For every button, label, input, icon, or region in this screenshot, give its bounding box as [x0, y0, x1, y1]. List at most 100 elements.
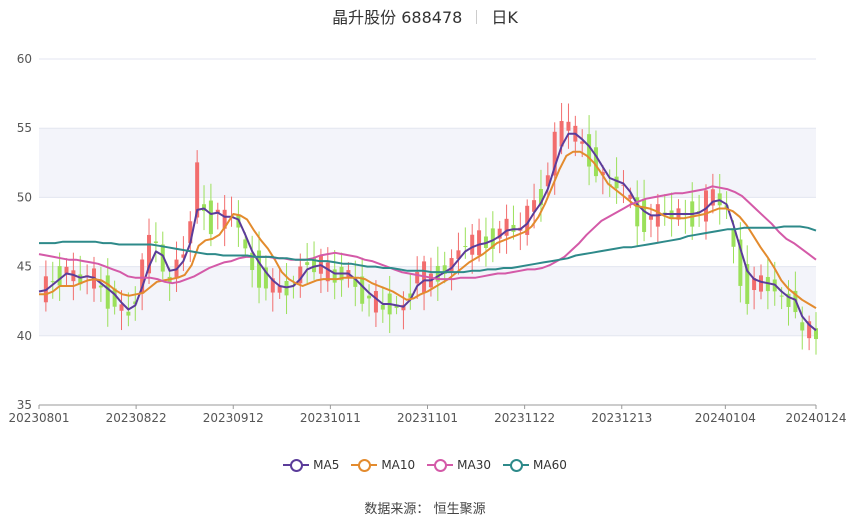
candle-body — [380, 304, 385, 310]
candle-body — [710, 189, 715, 206]
legend-item-ma10[interactable]: MA10 — [351, 458, 415, 472]
x-tick-label: 20230912 — [203, 411, 264, 425]
x-tick-label: 20231213 — [591, 411, 652, 425]
y-axis: 35 40 45 50 55 60 — [17, 52, 32, 412]
candle-body — [119, 304, 124, 311]
candle-body — [147, 234, 152, 274]
candle-body — [257, 250, 262, 288]
x-axis: 20230801 20230822 20230912 20231011 20231101… — [8, 404, 847, 425]
candle-body — [758, 275, 763, 292]
candle-body — [78, 274, 83, 285]
candle-body — [463, 246, 468, 248]
candle-body — [50, 281, 55, 283]
legend-label: MA30 — [457, 458, 492, 472]
candle-body — [250, 252, 255, 271]
candle-body — [731, 228, 736, 247]
candle-body — [525, 205, 530, 235]
candle-body — [243, 239, 248, 249]
legend-label: MA10 — [381, 458, 416, 472]
candle-body — [703, 190, 708, 222]
candle-body — [449, 258, 454, 273]
candle-body — [332, 269, 337, 283]
candle-body — [270, 278, 275, 293]
candle-body — [566, 121, 571, 131]
candle-body — [373, 291, 378, 313]
y-tick-label: 60 — [17, 52, 32, 66]
candle-body — [208, 200, 213, 235]
candle-body — [57, 266, 62, 286]
candle-body — [538, 189, 543, 206]
x-tick-label: 20231011 — [300, 411, 361, 425]
candle-body — [105, 275, 110, 309]
legend-label: MA60 — [533, 458, 567, 472]
candle-body — [779, 295, 784, 297]
candle-body — [745, 264, 750, 304]
candle-body — [160, 244, 165, 272]
source-value: 恒生聚源 — [433, 502, 486, 517]
candle-body — [621, 184, 626, 186]
y-tick-label: 55 — [17, 121, 32, 135]
legend-swatch — [503, 459, 530, 472]
candle-body — [814, 328, 818, 340]
candle-body — [559, 121, 564, 147]
candle-body — [786, 293, 791, 307]
candle-body — [752, 278, 757, 291]
candle-body — [490, 228, 495, 249]
ma-line-ma10 — [39, 150, 817, 309]
candle-body — [367, 295, 372, 299]
candle-body — [195, 162, 200, 218]
candle-body — [408, 293, 413, 298]
candle-body — [140, 259, 145, 294]
x-tick-label: 20240104 — [695, 411, 756, 425]
candle-body — [648, 216, 653, 220]
candle-body — [470, 234, 475, 255]
candle-body — [181, 254, 186, 258]
candle-body — [504, 218, 509, 236]
candle-body — [353, 277, 358, 287]
x-tick-label: 20231101 — [397, 411, 458, 425]
candle-body — [112, 288, 117, 307]
candle-body — [545, 175, 550, 187]
candle-body — [98, 285, 103, 288]
candle-body — [477, 230, 482, 256]
candle-body — [415, 271, 420, 284]
chart-header: 晶升股份 688478 日K — [0, 4, 850, 30]
source-label: 数据来源： — [364, 502, 430, 517]
candle-body — [635, 197, 640, 227]
y-tick-label: 45 — [17, 260, 32, 274]
candle-body — [628, 194, 633, 199]
period-label: 日K — [491, 8, 518, 27]
ma-line-ma5 — [38, 132, 817, 332]
legend-item-ma5[interactable]: MA5 — [283, 458, 339, 472]
legend-label: MA5 — [313, 458, 340, 472]
y-tick-label: 40 — [17, 329, 32, 343]
candle-body — [497, 228, 502, 239]
candle-body — [580, 141, 585, 144]
candle-body — [298, 266, 303, 284]
candle-body — [126, 311, 131, 316]
candle-body — [442, 265, 447, 274]
candle-body — [188, 221, 193, 244]
candle-body — [614, 176, 619, 189]
legend-item-ma60[interactable]: MA60 — [503, 458, 567, 472]
data-source: 数据来源： 恒生聚源 — [0, 498, 850, 517]
candle-body — [807, 321, 812, 339]
candle-body — [600, 171, 605, 176]
candle-body — [263, 267, 268, 289]
stock-title: 晶升股份 688478 — [332, 8, 463, 27]
candle-body — [305, 262, 310, 265]
legend: MA5 MA10 MA30 MA60 — [0, 458, 850, 472]
legend-swatch — [427, 459, 454, 472]
y-tick-label: 50 — [17, 190, 32, 204]
candle-body — [222, 209, 227, 229]
candle-body — [800, 322, 805, 331]
candle-body — [435, 265, 440, 282]
x-tick-label: 20230801 — [8, 411, 69, 425]
legend-item-ma30[interactable]: MA30 — [427, 458, 491, 472]
candle-body — [312, 257, 317, 273]
candle-body — [642, 198, 647, 232]
ma-line-ma30 — [38, 185, 817, 285]
legend-swatch — [283, 459, 310, 472]
x-tick-label: 20231122 — [494, 411, 555, 425]
moving-average-lines — [38, 132, 817, 332]
